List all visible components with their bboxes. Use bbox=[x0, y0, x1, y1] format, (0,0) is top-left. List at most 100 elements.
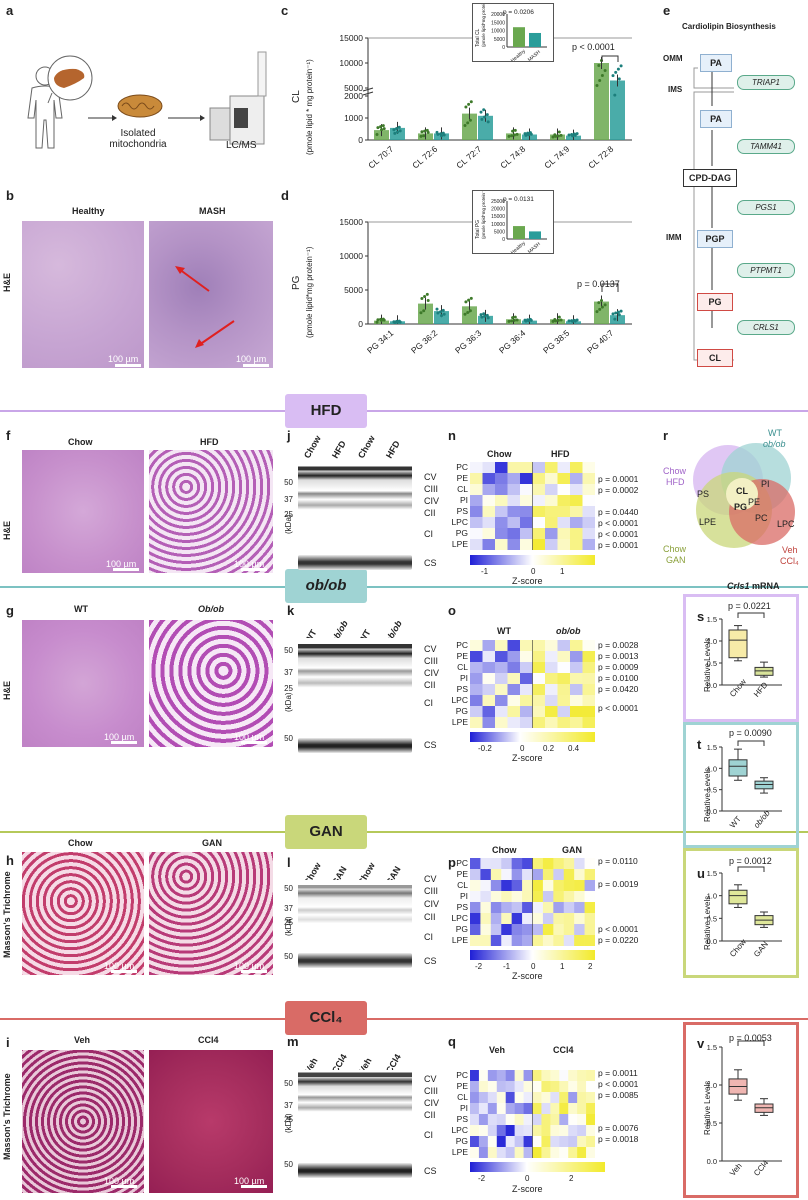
h-gan-image bbox=[149, 852, 273, 975]
m-kda: (kDa) bbox=[284, 1113, 293, 1133]
n-cell-4-1 bbox=[482, 506, 496, 518]
n-cell-7-8 bbox=[570, 539, 583, 550]
c-pt-3-1-3 bbox=[529, 132, 533, 136]
l-cv: CV bbox=[424, 874, 437, 884]
p-cell-5-10 bbox=[574, 913, 585, 925]
p-cell-1-5 bbox=[522, 869, 533, 881]
d-pt-0-0-4 bbox=[382, 318, 386, 322]
d-bar-1-0 bbox=[418, 303, 433, 324]
c-pt-2-0-2 bbox=[463, 123, 467, 127]
p-tick-2: -1 bbox=[503, 962, 511, 971]
p-row-cl: CL bbox=[457, 880, 468, 890]
j-blot-cs bbox=[298, 555, 412, 570]
q-cell-2-3 bbox=[496, 1092, 507, 1104]
q-cell-5-1 bbox=[478, 1125, 489, 1137]
n-cell-1-7 bbox=[557, 473, 571, 485]
d-pt-4-1-4 bbox=[573, 319, 577, 323]
s-ytick-label-2: 0.5 bbox=[707, 659, 717, 668]
j-lane-3: Chow bbox=[356, 433, 377, 460]
q-cell-4-3 bbox=[496, 1114, 507, 1126]
t-box bbox=[683, 722, 799, 848]
d-pt-4-1-3 bbox=[567, 319, 571, 323]
t-ytick-label-0: 1.5 bbox=[707, 743, 717, 752]
o-tick-1: -0.2 bbox=[478, 744, 492, 753]
p-row-pg: PG bbox=[455, 924, 468, 934]
p-cell-1-11 bbox=[584, 869, 595, 881]
q-cell-7-7 bbox=[532, 1147, 542, 1158]
o-cell-2-8 bbox=[570, 662, 583, 674]
o-cell-0-1 bbox=[482, 640, 496, 652]
o-cell-0-6 bbox=[545, 640, 558, 652]
o-cell-1-1 bbox=[482, 651, 496, 663]
k-civ: CIV bbox=[424, 668, 440, 678]
d-pt-5-1-2 bbox=[616, 310, 620, 314]
isolated-label: Isolated bbox=[120, 128, 156, 139]
n-row-cl: CL bbox=[457, 484, 468, 494]
o-cell-7-6 bbox=[545, 717, 558, 728]
o-cell-3-7 bbox=[557, 673, 571, 685]
o-row-pi: PI bbox=[459, 673, 468, 683]
p-cell-7-9 bbox=[563, 935, 575, 946]
u-ytick-label-0: 1.5 bbox=[707, 869, 717, 878]
d-pt-0-0-5 bbox=[380, 318, 383, 322]
q-cell-0-10 bbox=[559, 1070, 569, 1082]
di-bar-1 bbox=[529, 231, 541, 239]
n-cell-7-6 bbox=[545, 539, 558, 550]
p-cell-3-9 bbox=[563, 891, 575, 903]
q-cell-1-0 bbox=[470, 1081, 480, 1093]
f-left-label: Chow bbox=[68, 437, 93, 447]
q-cell-5-7 bbox=[532, 1125, 542, 1137]
f-scale-label-1: 100 µm bbox=[106, 559, 137, 569]
n-cell-4-2 bbox=[495, 506, 508, 518]
c-pt-4-0-2 bbox=[556, 134, 560, 138]
f-chow-image bbox=[22, 450, 144, 573]
c-pt-2-0-0 bbox=[468, 118, 472, 122]
o-cell-0-3 bbox=[507, 640, 521, 652]
n-p-4: p < 0.0001 bbox=[598, 518, 639, 528]
p-cell-0-10 bbox=[574, 858, 585, 870]
o-p-2: p = 0.0013 bbox=[598, 651, 639, 661]
c-break-2 bbox=[362, 91, 374, 96]
o-cell-7-1 bbox=[482, 717, 496, 728]
o-cell-1-6 bbox=[545, 651, 558, 663]
mrna-title-rest: mRNA bbox=[749, 581, 780, 591]
n-cell-4-5 bbox=[532, 506, 546, 518]
o-cell-3-2 bbox=[495, 673, 508, 685]
d-pt-4-1-5 bbox=[571, 319, 575, 323]
q-cell-5-5 bbox=[514, 1125, 524, 1137]
d-pt-2-1-4 bbox=[480, 315, 484, 319]
u-ytick-label-1: 1.0 bbox=[707, 892, 717, 901]
l-cs: CS bbox=[424, 956, 437, 966]
d-pt-4-0-4 bbox=[551, 319, 555, 323]
d-pt-5-1-0 bbox=[613, 317, 617, 321]
g-scale-label-1: 100 µm bbox=[104, 732, 135, 742]
f-scale-label-2: 100 µm bbox=[234, 559, 265, 569]
o-cell-0-9 bbox=[582, 640, 595, 652]
n-tick-3: 1 bbox=[560, 567, 565, 576]
o-cell-0-0 bbox=[470, 640, 483, 652]
v-ylabel: Relative Levels bbox=[703, 1080, 712, 1135]
o-cell-4-6 bbox=[545, 684, 558, 696]
o-cell-1-2 bbox=[495, 651, 508, 663]
k-blot-main bbox=[298, 638, 412, 713]
h-stain-label: Masson's Trichrome bbox=[2, 871, 12, 958]
o-cell-3-6 bbox=[545, 673, 558, 685]
gan-section-line bbox=[0, 831, 808, 833]
o-cell-0-7 bbox=[557, 640, 571, 652]
panel-label-o: o bbox=[448, 603, 456, 618]
n-cell-0-0 bbox=[470, 462, 483, 474]
l-mw-25: 25 bbox=[284, 918, 293, 927]
p-cell-6-7 bbox=[542, 924, 554, 936]
n-cell-2-4 bbox=[520, 484, 533, 496]
p-cell-7-10 bbox=[574, 935, 585, 946]
d-pt-2-0-4 bbox=[467, 298, 471, 302]
o-tick-3: 0.2 bbox=[543, 744, 555, 753]
c-ytick-label-0: 15000 bbox=[339, 33, 363, 43]
di-bar-0 bbox=[513, 226, 525, 239]
n-cell-1-8 bbox=[570, 473, 583, 485]
k-kda: (kDa) bbox=[284, 692, 293, 712]
d-pt-5-0-2 bbox=[603, 303, 607, 307]
p-cell-7-0 bbox=[470, 935, 481, 946]
q-cell-7-0 bbox=[470, 1147, 480, 1158]
n-cell-4-9 bbox=[582, 506, 595, 518]
